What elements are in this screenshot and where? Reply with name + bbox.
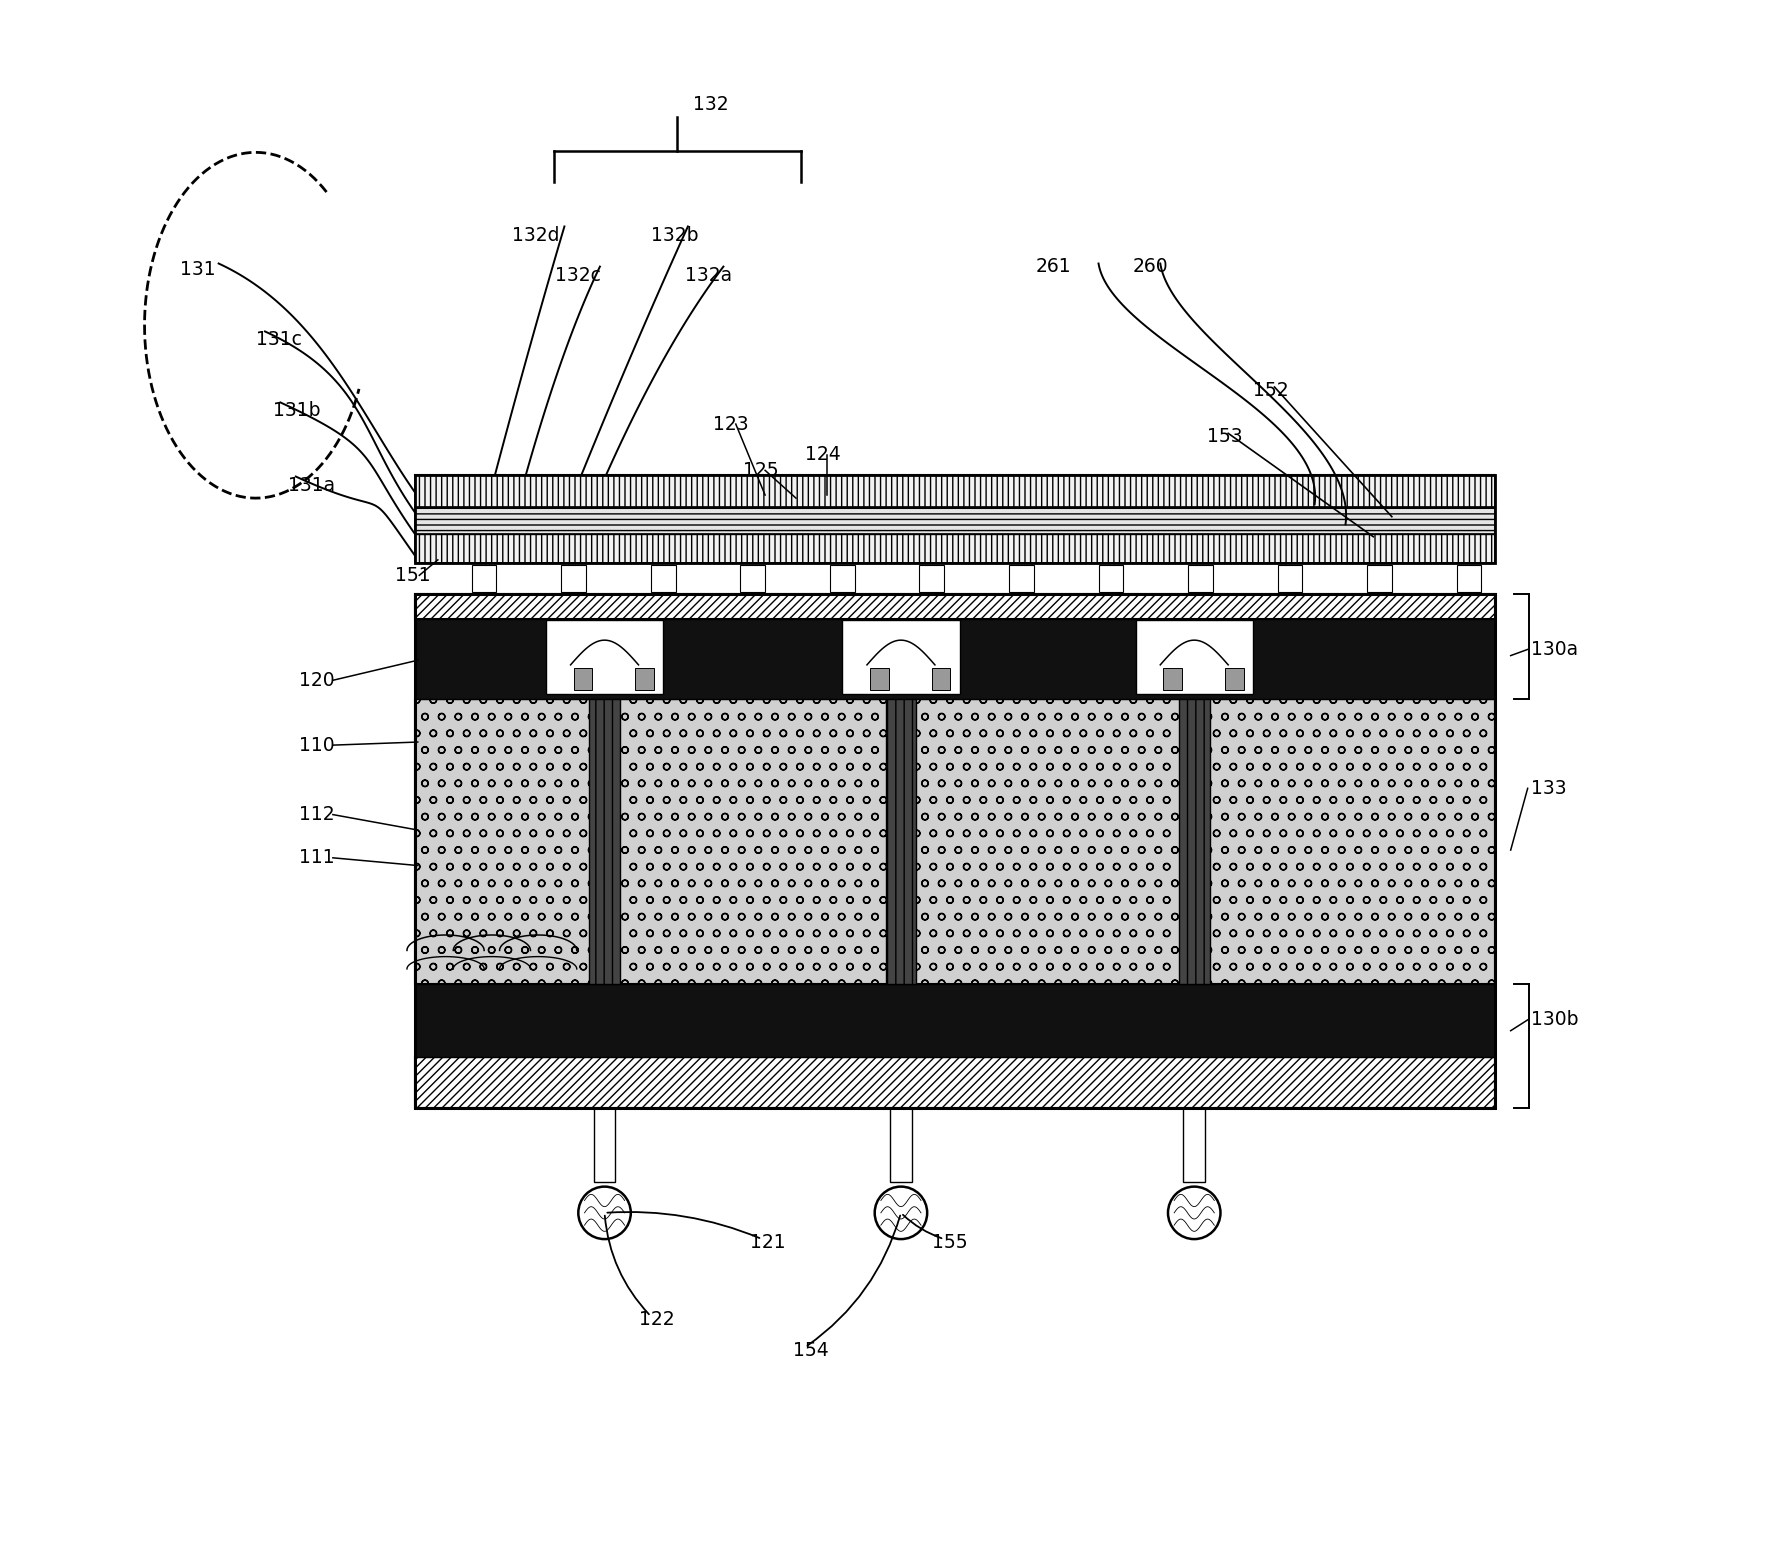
Text: 132a: 132a	[685, 267, 731, 286]
Text: 125: 125	[744, 461, 779, 480]
Text: 112: 112	[299, 805, 335, 824]
Bar	[561, 565, 586, 593]
Bar	[919, 565, 944, 593]
Bar	[740, 565, 765, 593]
Text: 132c: 132c	[554, 267, 600, 286]
Bar	[414, 534, 1495, 563]
Text: 122: 122	[639, 1310, 675, 1329]
Bar	[1458, 565, 1481, 593]
Bar	[414, 594, 1495, 619]
Bar	[1135, 621, 1252, 694]
Text: 155: 155	[932, 1232, 967, 1251]
Bar	[414, 619, 1495, 698]
Bar	[932, 667, 951, 689]
Bar	[590, 698, 620, 984]
Text: 130b: 130b	[1530, 1010, 1578, 1029]
Text: 110: 110	[299, 736, 335, 754]
Text: 131a: 131a	[289, 476, 335, 495]
Bar	[1367, 565, 1392, 593]
Bar	[870, 667, 889, 689]
Text: 124: 124	[806, 445, 841, 464]
Bar	[1188, 565, 1213, 593]
Bar	[1009, 565, 1034, 593]
Text: 261: 261	[1036, 258, 1071, 276]
Bar	[414, 984, 1495, 1057]
Bar	[1179, 698, 1210, 984]
Text: 152: 152	[1252, 380, 1289, 399]
Text: 132b: 132b	[652, 227, 698, 245]
Text: 132: 132	[692, 95, 728, 113]
Bar	[1098, 565, 1123, 593]
Text: 120: 120	[299, 670, 335, 689]
Bar	[1164, 667, 1181, 689]
Bar	[414, 1057, 1495, 1108]
Bar	[414, 475, 1495, 563]
Bar	[414, 508, 1495, 534]
Bar	[891, 1108, 912, 1183]
Bar	[1226, 667, 1243, 689]
Bar	[886, 698, 916, 984]
Bar	[593, 1108, 615, 1183]
Bar	[574, 667, 592, 689]
Text: 151: 151	[395, 566, 430, 585]
Text: 260: 260	[1132, 258, 1169, 276]
Bar	[471, 565, 496, 593]
Text: 133: 133	[1530, 779, 1566, 798]
Bar	[1183, 1108, 1204, 1183]
Bar	[414, 475, 1495, 508]
Text: 130a: 130a	[1530, 639, 1578, 660]
Text: 111: 111	[299, 849, 335, 868]
Bar	[414, 594, 1495, 1108]
Text: 132d: 132d	[512, 227, 560, 245]
Bar	[831, 565, 855, 593]
Text: 131b: 131b	[273, 400, 321, 419]
Text: 131: 131	[181, 261, 216, 279]
Bar	[1277, 565, 1302, 593]
Bar	[652, 565, 675, 593]
Text: 121: 121	[749, 1232, 785, 1251]
Bar	[636, 667, 653, 689]
Text: 153: 153	[1206, 427, 1241, 445]
Text: 154: 154	[793, 1341, 829, 1360]
Bar	[843, 621, 960, 694]
Bar	[414, 698, 1495, 984]
Text: 123: 123	[712, 414, 747, 433]
Bar	[545, 621, 662, 694]
Text: 131c: 131c	[255, 329, 301, 349]
